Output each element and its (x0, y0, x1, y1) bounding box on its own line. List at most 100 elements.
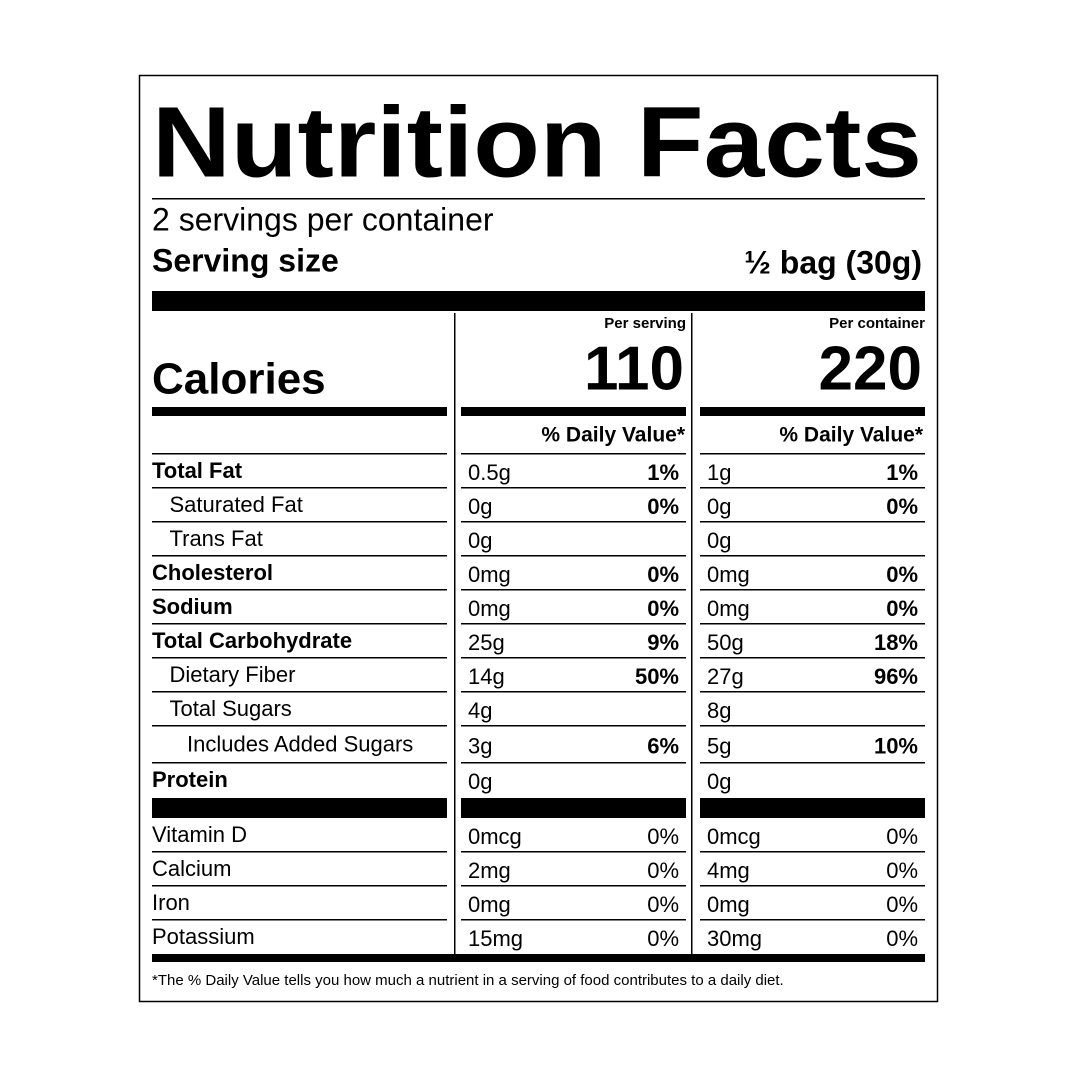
nutrient-name: Protein (152, 767, 228, 792)
thick-bar (152, 954, 925, 962)
amount: 25g (468, 630, 505, 655)
amount: 2mg (468, 858, 511, 883)
amount: 5g (707, 733, 731, 758)
nutrient-name: Sodium (152, 594, 233, 619)
row-rule (152, 453, 447, 455)
daily-value: 0% (647, 562, 679, 587)
column-header: Per container (829, 315, 925, 332)
row-rule (700, 521, 925, 523)
amount: 27g (707, 664, 744, 689)
title: Nutrition Facts (152, 86, 922, 198)
thick-bar (700, 407, 925, 416)
row-rule (700, 851, 925, 853)
daily-value: 10% (874, 733, 918, 758)
nutrient-name: Calcium (152, 856, 231, 881)
daily-value: 0% (886, 596, 918, 621)
daily-value: 50% (635, 664, 679, 689)
row-rule (152, 691, 447, 693)
row-rule (152, 487, 447, 489)
row-rule (461, 762, 686, 764)
nutrient-name: Total Fat (152, 458, 243, 483)
rule (152, 198, 925, 200)
row-rule (152, 589, 447, 591)
daily-value: 96% (874, 664, 918, 689)
row-rule (700, 487, 925, 489)
thick-bar (461, 407, 686, 416)
amount: 0mg (707, 596, 750, 621)
row-rule (152, 657, 447, 659)
amount: 0g (707, 769, 731, 794)
column-divider (691, 313, 693, 954)
row-rule (700, 589, 925, 591)
row-rule (152, 555, 447, 557)
daily-value: 0% (886, 824, 918, 849)
row-rule (700, 691, 925, 693)
dv-header: % Daily Value* (541, 424, 685, 447)
daily-value: 0% (647, 858, 679, 883)
amount: 0g (468, 769, 492, 794)
daily-value: 0% (886, 926, 918, 951)
amount: 0mg (707, 892, 750, 917)
thick-bar (152, 798, 447, 818)
row-rule (152, 521, 447, 523)
calories-value: 220 (819, 334, 922, 403)
row-rule (461, 487, 686, 489)
row-rule (700, 623, 925, 625)
thick-bar (152, 291, 925, 311)
dv-header: % Daily Value* (779, 424, 923, 447)
row-rule (152, 762, 447, 764)
row-rule (700, 885, 925, 887)
daily-value: 9% (647, 630, 679, 655)
nutrient-name: Total Sugars (170, 696, 292, 721)
daily-value: 0% (886, 892, 918, 917)
servings: 2 servings per container (152, 201, 494, 237)
nutrient-name: Iron (152, 890, 190, 915)
nutrient-name: Includes Added Sugars (187, 731, 413, 756)
amount: 30mg (707, 926, 762, 951)
row-rule (461, 725, 686, 727)
amount: 0g (468, 494, 492, 519)
row-rule (461, 885, 686, 887)
thick-bar (461, 798, 686, 818)
row-rule (700, 725, 925, 727)
row-rule (700, 919, 925, 921)
amount: 50g (707, 630, 744, 655)
amount: 0g (468, 528, 492, 553)
daily-value: 0% (647, 824, 679, 849)
nutrient-name: Saturated Fat (170, 492, 303, 517)
amount: 4g (468, 698, 492, 723)
row-rule (461, 555, 686, 557)
amount: 0mcg (468, 824, 522, 849)
row-rule (152, 725, 447, 727)
thick-bar (700, 798, 925, 818)
footnote: *The % Daily Value tells you how much a … (152, 972, 784, 989)
daily-value: 1% (647, 460, 679, 485)
daily-value: 18% (874, 630, 918, 655)
daily-value: 0% (647, 494, 679, 519)
amount: 15mg (468, 926, 523, 951)
amount: 4mg (707, 858, 750, 883)
amount: 3g (468, 733, 492, 758)
amount: 0mg (468, 562, 511, 587)
row-rule (461, 657, 686, 659)
nutrient-name: Cholesterol (152, 560, 273, 585)
amount: 14g (468, 664, 505, 689)
daily-value: 1% (886, 460, 918, 485)
daily-value: 0% (886, 494, 918, 519)
daily-value: 6% (647, 733, 679, 758)
nutrient-name: Vitamin D (152, 822, 247, 847)
amount: 0mg (468, 596, 511, 621)
nutrient-name: Trans Fat (170, 526, 263, 551)
amount: 0mg (707, 562, 750, 587)
daily-value: 0% (647, 926, 679, 951)
daily-value: 0% (886, 562, 918, 587)
row-rule (152, 851, 447, 853)
calories-label: Calories (152, 355, 326, 404)
column-divider (454, 313, 456, 954)
amount: 0mcg (707, 824, 761, 849)
row-rule (700, 762, 925, 764)
row-rule (152, 885, 447, 887)
nutrient-name: Dietary Fiber (170, 662, 296, 687)
row-rule (700, 555, 925, 557)
row-rule (461, 919, 686, 921)
